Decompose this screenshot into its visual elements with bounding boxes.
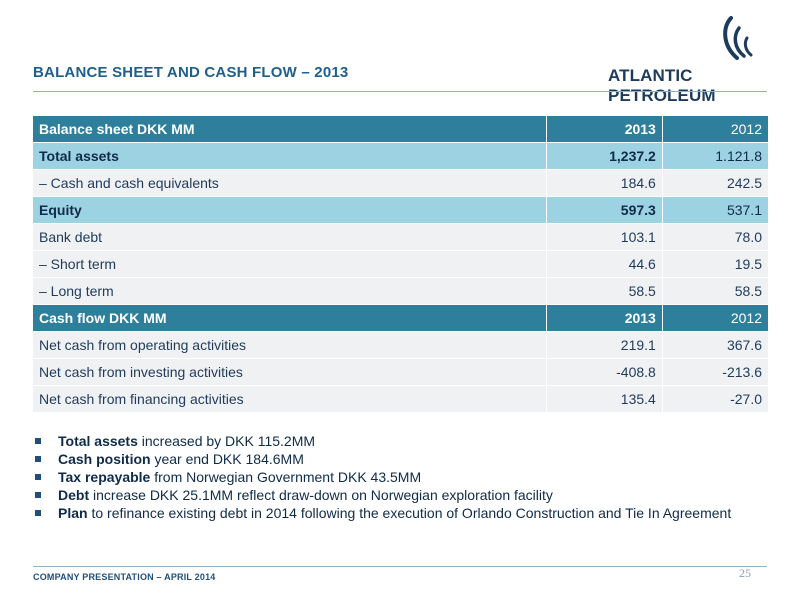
row-label: Net cash from financing activities: [33, 385, 547, 413]
row-label: Cash flow DKK MM: [33, 304, 547, 332]
slide-title: BALANCE SHEET AND CASH FLOW – 2013: [33, 64, 349, 81]
square-bullet-icon: [35, 492, 41, 498]
value-2013: -408.8: [546, 358, 663, 386]
financial-table-body: Balance sheet DKK MM 2013 2012 Total assets…: [33, 116, 768, 413]
table-row: Net cash from operating activities 219.1 3…: [33, 331, 768, 359]
row-label: Net cash from operating activities: [33, 331, 547, 359]
square-bullet-icon: [35, 438, 41, 444]
table-row: Net cash from financing activities 135.4-…: [33, 385, 768, 413]
value-2012: 367.6: [662, 331, 768, 359]
row-label: Total assets: [33, 142, 547, 170]
bullet-text: from Norwegian Government DKK 43.5MM: [150, 469, 422, 485]
footer-divider: [33, 566, 767, 567]
bullet-text: year end DKK 184.6MM: [150, 451, 304, 467]
square-bullet-icon: [35, 456, 41, 462]
row-label: – Long term: [33, 277, 547, 305]
value-2013: 58.5: [546, 277, 663, 305]
table-row: – Short term 44.6 19.5: [33, 250, 768, 278]
row-label: – Cash and cash equivalents: [33, 169, 547, 197]
value-2013: 184.6: [546, 169, 663, 197]
value-2012: 78.0: [662, 223, 768, 251]
bullet-keyword: Total assets: [58, 433, 138, 449]
table-row: Equity 597.3 537.1: [33, 196, 768, 224]
value-2012: -27.0: [662, 385, 768, 413]
value-2012: 2012: [662, 304, 768, 332]
bullet-item: Debt increase DKK 25.1MM reflect draw-do…: [33, 486, 753, 504]
table-header-row: Cash flow DKK MM 2013 2012: [33, 304, 768, 332]
value-2012: -213.6: [662, 358, 768, 386]
bullet-text: increase DKK 25.1MM reflect draw-down on…: [89, 487, 553, 503]
wave-logo-icon: [723, 16, 753, 60]
bullet-keyword: Debt: [58, 487, 90, 503]
title-divider: [33, 91, 767, 92]
company-logo-text: ATLANTIC PETROLEUM: [608, 66, 716, 105]
financial-table: Balance sheet DKK MM 2013 2012 Total assets…: [33, 116, 768, 413]
key-points-list: Total assets increased by DKK 115.2MM Cas…: [33, 432, 753, 522]
value-2013: 597.3: [546, 196, 663, 224]
value-2013: 2013: [546, 304, 663, 332]
value-2013: 1,237.2: [546, 142, 663, 170]
bullet-text: increased by DKK 115.2MM: [137, 433, 316, 449]
bullet-item: Tax repayable from Norwegian Government …: [33, 468, 753, 486]
bullet-keyword: Tax repayable: [58, 469, 151, 485]
value-2013: 44.6: [546, 250, 663, 278]
page-number: 25: [739, 566, 751, 580]
value-2013: 103.1: [546, 223, 663, 251]
row-label: Net cash from investing activities: [33, 358, 547, 386]
table-row: Total assets 1,237.2 1.121.8: [33, 142, 768, 170]
bullet-item: Plan to refinance existing debt in 2014 …: [33, 504, 753, 522]
row-label: Bank debt: [33, 223, 547, 251]
table-row: – Long term 58.5 58.5: [33, 277, 768, 305]
row-label: Equity: [33, 196, 547, 224]
value-2012: 19.5: [662, 250, 768, 278]
bullet-keyword: Plan: [58, 505, 88, 521]
table-row: Bank debt 103.1 78.0: [33, 223, 768, 251]
value-2012: 1.121.8: [662, 142, 768, 170]
square-bullet-icon: [35, 510, 41, 516]
value-2012: 242.5: [662, 169, 768, 197]
bullet-text: to refinance existing debt in 2014 follo…: [87, 505, 732, 521]
footer-text: COMPANY PRESENTATION – APRIL 2014: [33, 572, 216, 582]
value-2013: 135.4: [546, 385, 663, 413]
value-2013: 219.1: [546, 331, 663, 359]
bullet-keyword: Cash position: [58, 451, 151, 467]
bullet-item: Cash position year end DKK 184.6MM: [33, 450, 753, 468]
value-2012: 2012: [662, 116, 768, 143]
value-2012: 537.1: [662, 196, 768, 224]
table-row: Net cash from investing activities -408.8…: [33, 358, 768, 386]
square-bullet-icon: [35, 474, 41, 480]
row-label: – Short term: [33, 250, 547, 278]
row-label: Balance sheet DKK MM: [33, 116, 547, 143]
table-row: – Cash and cash equivalents 184.6 242.5: [33, 169, 768, 197]
bullet-item: Total assets increased by DKK 115.2MM: [33, 432, 753, 450]
table-header-row: Balance sheet DKK MM 2013 2012: [33, 116, 768, 143]
value-2012: 58.5: [662, 277, 768, 305]
value-2013: 2013: [546, 116, 663, 143]
